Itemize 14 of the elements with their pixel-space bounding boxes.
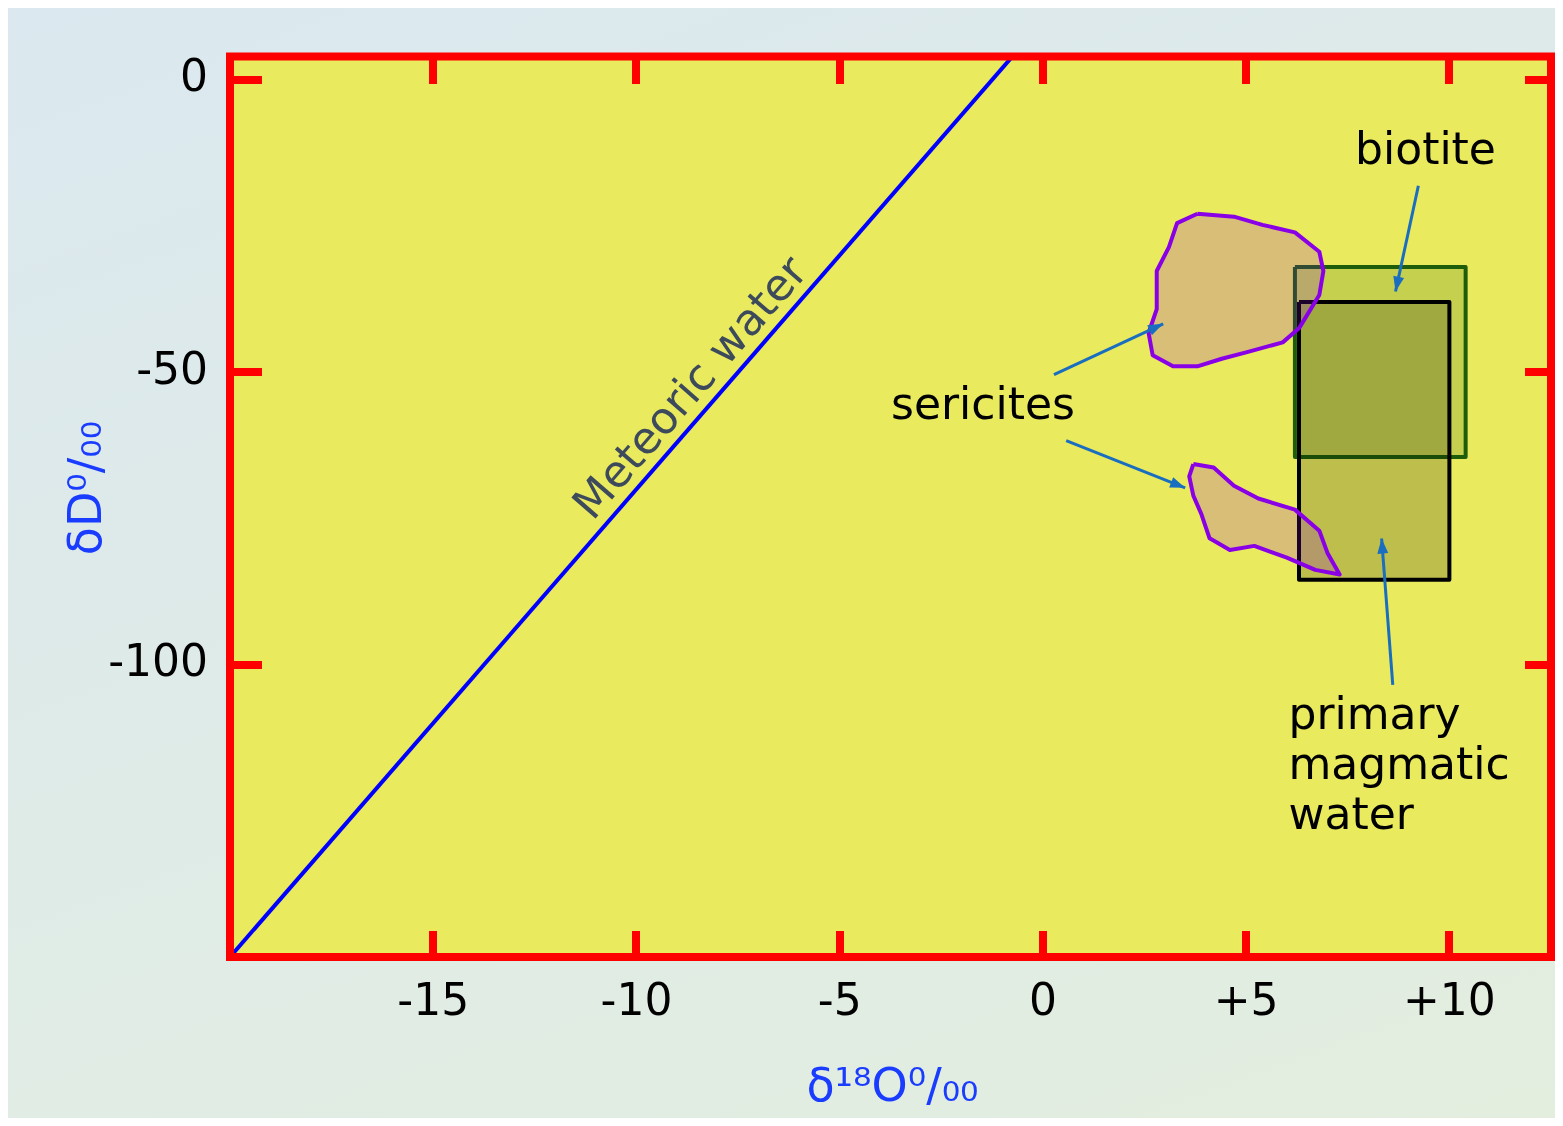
x-axis-title: δ¹⁸O⁰/₀₀ <box>805 1058 980 1112</box>
y-axis-title: δD⁰/₀₀ <box>58 420 113 556</box>
annotation: sericites <box>890 378 1075 430</box>
y-tick-label: -50 <box>136 342 208 394</box>
x-tick-label: -15 <box>397 973 470 1025</box>
y-tick-label: -100 <box>108 635 208 687</box>
annotation: primary magmatic water <box>1288 688 1510 840</box>
y-tick-label: 0 <box>180 50 208 102</box>
x-tick-label: -10 <box>600 973 673 1025</box>
annotation: biotite <box>1355 123 1496 175</box>
x-tick-label: 0 <box>1028 973 1057 1025</box>
x-tick-label: -5 <box>817 973 862 1025</box>
x-tick-label: +5 <box>1213 973 1279 1025</box>
x-tick-label: +10 <box>1402 973 1496 1025</box>
